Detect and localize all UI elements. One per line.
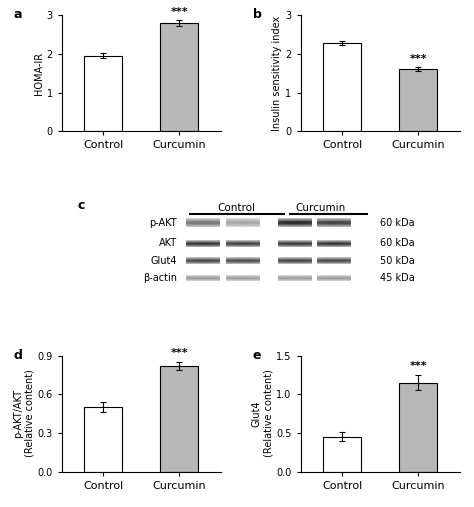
Text: b: b <box>253 8 262 21</box>
Text: 60 kDa: 60 kDa <box>380 218 415 228</box>
Bar <box>323 43 361 131</box>
Text: d: d <box>14 348 23 361</box>
Text: 50 kDa: 50 kDa <box>380 256 415 266</box>
Text: AKT: AKT <box>159 238 177 248</box>
Bar <box>84 407 122 472</box>
Text: Curcumin: Curcumin <box>295 203 346 213</box>
Text: 45 kDa: 45 kDa <box>380 273 415 283</box>
Y-axis label: HOMA-IR: HOMA-IR <box>34 52 44 95</box>
Bar <box>160 366 198 472</box>
Text: a: a <box>14 8 22 21</box>
Text: ***: *** <box>409 54 427 64</box>
Y-axis label: p-AKT/AKT
(Relative content): p-AKT/AKT (Relative content) <box>13 370 35 457</box>
Y-axis label: Glut4
(Relative content): Glut4 (Relative content) <box>252 370 273 457</box>
Bar <box>84 56 122 131</box>
Bar <box>399 383 437 472</box>
Y-axis label: Insulin sensitivity index: Insulin sensitivity index <box>273 16 283 131</box>
Text: ***: *** <box>170 7 188 17</box>
Text: Glut4: Glut4 <box>151 256 177 266</box>
Text: ***: *** <box>170 348 188 358</box>
Text: β-actin: β-actin <box>143 273 177 283</box>
Bar <box>323 437 361 472</box>
Bar <box>399 69 437 131</box>
Text: e: e <box>253 348 261 361</box>
Text: ***: *** <box>409 361 427 371</box>
Text: 60 kDa: 60 kDa <box>380 238 415 248</box>
Text: p-AKT: p-AKT <box>149 218 177 228</box>
Bar <box>160 23 198 131</box>
Text: Control: Control <box>218 203 256 213</box>
Text: c: c <box>78 199 85 212</box>
